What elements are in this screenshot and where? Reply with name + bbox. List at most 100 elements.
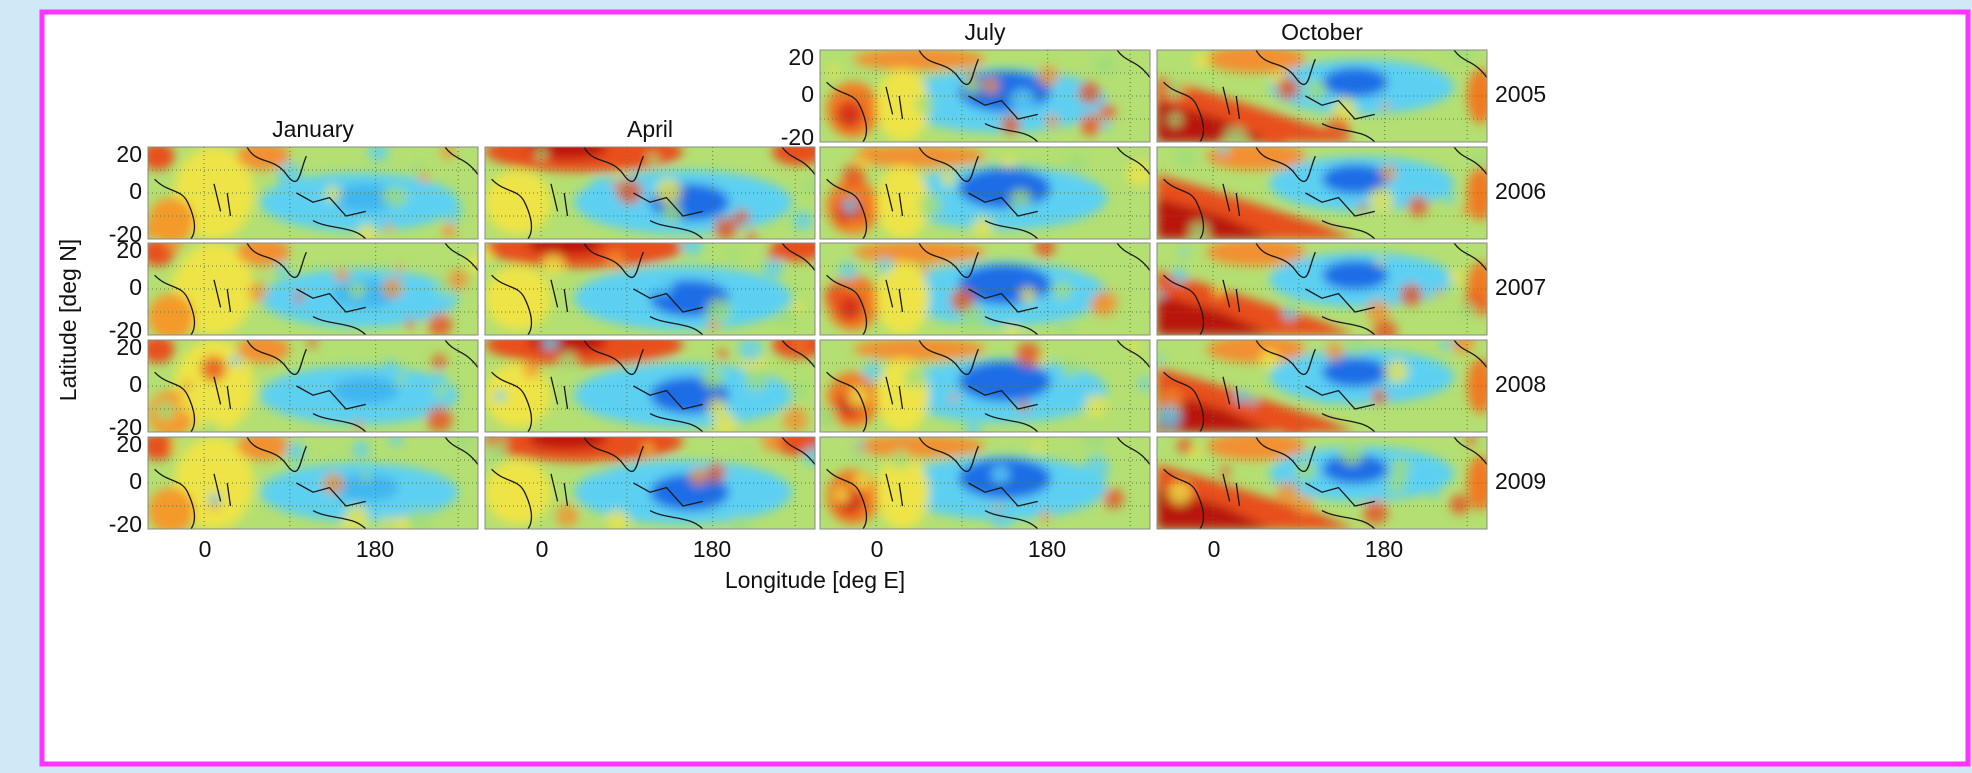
color-patch <box>1181 83 1192 93</box>
coastline <box>296 288 366 313</box>
color-patch <box>1157 405 1182 429</box>
color-patch <box>485 442 507 464</box>
map-panel <box>819 436 1151 530</box>
color-patch <box>1439 340 1453 352</box>
coastline <box>1453 50 1487 78</box>
map-field <box>820 340 1150 432</box>
color-patch <box>1234 389 1249 404</box>
panel-border <box>819 146 1151 240</box>
color-patch <box>1175 147 1197 168</box>
color-patch <box>229 354 242 367</box>
x-tick-label: 180 <box>1365 536 1403 562</box>
coastline <box>550 376 569 410</box>
color-patch <box>877 257 894 274</box>
color-patch <box>596 462 608 475</box>
color-patch <box>1468 152 1487 170</box>
map-field <box>485 340 815 432</box>
color-patch <box>1032 440 1044 452</box>
color-region <box>1322 67 1388 97</box>
y-tick-label: -20 <box>109 414 142 440</box>
color-patch <box>855 440 865 450</box>
coastline <box>550 473 569 507</box>
color-region <box>1322 260 1388 290</box>
coastline <box>491 371 533 432</box>
color-patch <box>433 384 448 399</box>
color-patch <box>1126 160 1150 187</box>
y-tick-label: 20 <box>116 431 142 457</box>
color-patch <box>389 437 403 447</box>
coastline <box>444 147 478 175</box>
color-patch <box>394 515 411 529</box>
color-patch <box>649 271 674 296</box>
color-patch <box>1091 290 1118 316</box>
panel-border <box>819 242 1151 336</box>
coastline <box>1116 147 1150 175</box>
color-patch <box>713 411 737 432</box>
color-patch <box>903 366 926 389</box>
color-patch <box>200 420 220 432</box>
coastline <box>491 274 533 335</box>
color-patch <box>733 209 750 226</box>
color-region <box>853 147 985 168</box>
color-patch <box>1390 457 1411 478</box>
coastline <box>1255 340 1316 376</box>
color-patch <box>453 437 476 451</box>
coastline <box>1116 437 1150 465</box>
color-patch <box>738 340 763 362</box>
color-patch <box>662 203 683 224</box>
color-patch <box>1056 320 1075 335</box>
coastline <box>1453 437 1487 465</box>
color-patch <box>1276 77 1300 100</box>
color-patch <box>542 253 565 277</box>
color-patch <box>820 403 837 429</box>
color-region <box>174 437 254 529</box>
map-field <box>820 243 1150 335</box>
color-region <box>876 261 929 335</box>
color-patch <box>1061 358 1081 378</box>
x-tick-label: 180 <box>1028 536 1066 562</box>
color-patch <box>853 472 872 490</box>
color-patch <box>655 178 682 205</box>
color-patch <box>1459 301 1478 320</box>
coastline <box>583 340 644 376</box>
coastline <box>885 86 904 120</box>
color-patch <box>965 422 982 432</box>
x-tick-label: 180 <box>693 536 731 562</box>
map-panel <box>1156 242 1488 336</box>
color-patch <box>717 349 728 360</box>
color-patch <box>1343 340 1368 356</box>
color-patch <box>1052 191 1065 204</box>
panel-border <box>484 339 816 433</box>
coastline <box>633 192 703 217</box>
color-patch <box>790 381 810 400</box>
color-patch <box>701 366 725 389</box>
panel-border <box>1156 49 1488 143</box>
panel-border <box>1156 339 1488 433</box>
color-patch <box>168 275 180 286</box>
map-panel <box>484 242 816 336</box>
color-patch <box>1430 488 1441 499</box>
coastline <box>583 437 644 473</box>
map-panel <box>819 339 1151 433</box>
color-patch <box>842 163 866 188</box>
color-patch <box>1034 243 1056 258</box>
y-tick-label: 0 <box>129 371 142 397</box>
color-region <box>1322 164 1388 194</box>
coastline <box>1321 220 1376 239</box>
color-patch <box>802 175 815 196</box>
color-region <box>1157 293 1273 335</box>
year-label: 2009 <box>1495 468 1546 494</box>
coastline <box>1305 482 1375 507</box>
color-patch <box>433 370 446 383</box>
color-patch <box>706 463 726 483</box>
color-region <box>148 197 195 239</box>
coastline <box>968 192 1038 217</box>
color-patch <box>1380 165 1397 182</box>
coastline <box>826 371 868 432</box>
color-patch <box>1194 53 1210 69</box>
color-patch <box>1387 474 1407 494</box>
map-colors <box>1157 437 1487 529</box>
coastline <box>968 288 1038 313</box>
color-patch <box>795 340 805 350</box>
color-patch <box>1082 437 1108 452</box>
